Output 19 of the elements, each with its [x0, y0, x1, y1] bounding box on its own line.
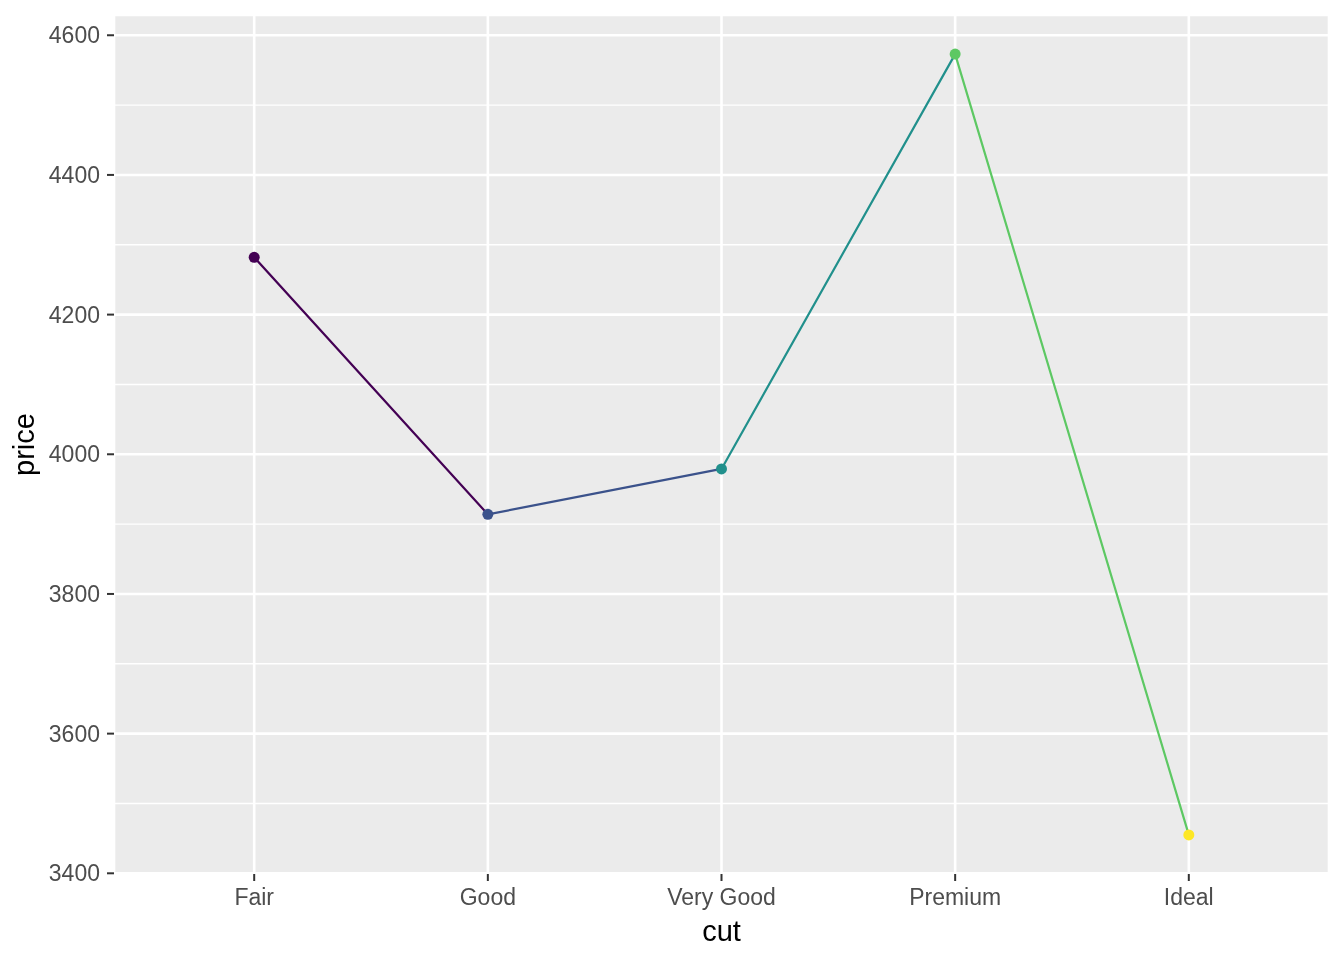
point: [482, 508, 494, 520]
x-tick-label: Very Good: [667, 884, 776, 911]
point: [716, 463, 727, 475]
y-tick-label: 3400: [48, 860, 100, 887]
x-tick-label: Ideal: [1163, 884, 1214, 911]
point: [248, 251, 260, 263]
y-tick-label: 4600: [48, 22, 100, 49]
y-tick-label: 3600: [48, 720, 100, 747]
y-axis-title: price: [8, 413, 40, 476]
x-tick-label: Good: [459, 884, 516, 911]
x-tick-label: Fair: [234, 884, 275, 911]
x-tick-label: Premium: [909, 884, 1002, 911]
y-tick-label: 4400: [48, 162, 100, 189]
y-tick-label: 4200: [48, 301, 100, 328]
y-tick-label: 4000: [48, 441, 100, 468]
y-tick-label: 3800: [48, 581, 100, 608]
point: [1183, 829, 1195, 841]
point: [949, 48, 961, 60]
x-axis-title: cut: [702, 915, 741, 947]
